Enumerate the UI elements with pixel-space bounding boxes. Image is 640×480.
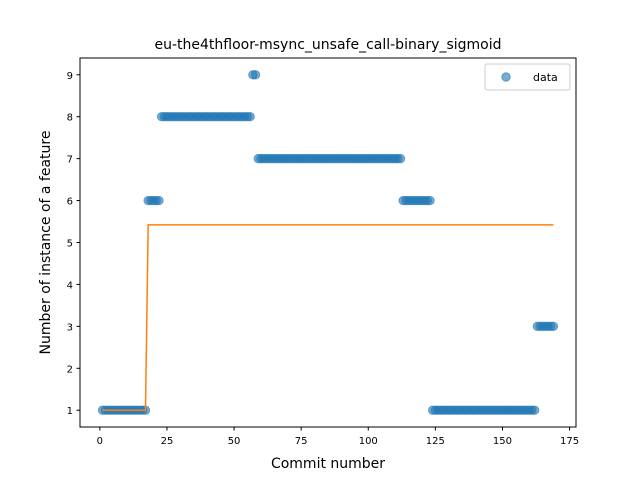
data-point (529, 405, 540, 415)
data-point (395, 153, 406, 164)
x-tick-label: 0 (97, 436, 103, 447)
x-axis: 0 25 50 75 100 125 150 175 (97, 427, 579, 447)
x-axis-label: Commit number (271, 456, 385, 472)
x-tick-label: 25 (161, 436, 174, 447)
legend-label-data: data (533, 71, 558, 84)
data-point (250, 70, 261, 80)
x-tick-label: 175 (560, 436, 579, 447)
y-tick-label: 8 (67, 113, 73, 124)
scatter-series (97, 70, 559, 415)
fit-line (102, 224, 554, 411)
y-tick-label: 4 (67, 280, 73, 291)
plot-frame (79, 57, 577, 428)
y-axis: 1 2 3 4 5 6 7 8 9 (67, 71, 80, 417)
y-tick-label: 6 (67, 197, 73, 208)
y-tick-label: 7 (67, 155, 73, 166)
chart-title: eu-the4thfloor-msync_unsafe_call-binary_… (154, 37, 501, 53)
legend-box (484, 63, 571, 91)
y-tick-label: 3 (67, 322, 73, 333)
x-tick-label: 150 (493, 436, 512, 447)
y-tick-label: 9 (67, 71, 73, 82)
y-axis-label: Number of instance of a feature (38, 131, 54, 355)
y-tick-label: 2 (67, 364, 73, 375)
x-tick-label: 50 (228, 436, 241, 447)
fit-line-series (102, 224, 554, 411)
x-tick-label: 125 (426, 436, 445, 447)
y-tick-label: 5 (67, 239, 73, 250)
data-point (245, 112, 255, 122)
data-point (154, 195, 164, 206)
x-tick-label: 75 (295, 436, 308, 447)
x-tick-label: 100 (359, 436, 378, 447)
legend-marker-data (501, 72, 511, 82)
data-point (548, 321, 559, 332)
legend: data (484, 63, 571, 91)
y-tick-label: 1 (67, 406, 73, 417)
data-point (425, 195, 435, 206)
